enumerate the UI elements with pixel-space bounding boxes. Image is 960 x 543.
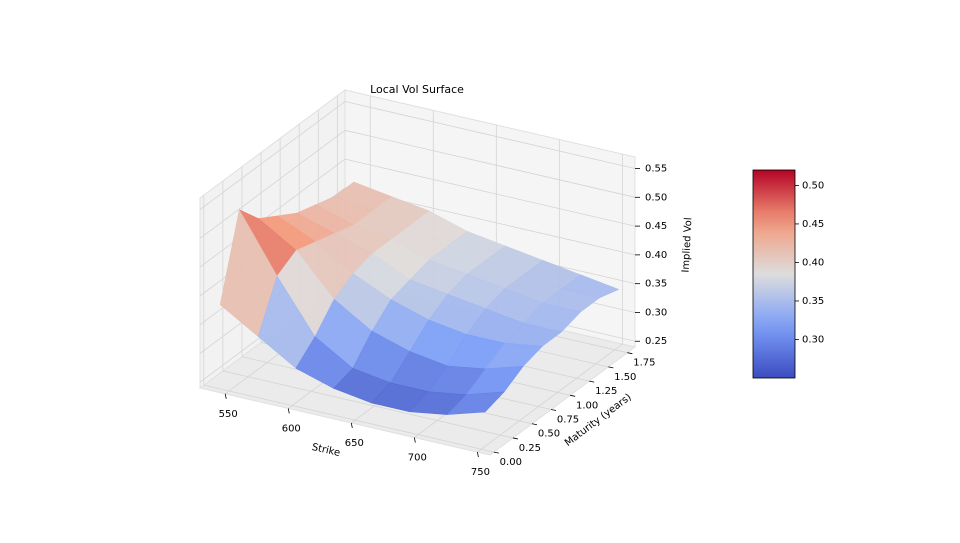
tick-mark (531, 423, 538, 426)
tick-mark (589, 380, 595, 383)
grid-line (199, 158, 346, 268)
y-tick-label: 0.00 (500, 457, 522, 468)
tick-mark (570, 394, 576, 397)
z-tick-label: 0.30 (645, 307, 667, 318)
z-tick-label: 0.25 (645, 336, 667, 347)
grid-line (344, 101, 636, 169)
y-tick-label: 1.25 (595, 386, 617, 397)
z-tick-label: 0.50 (645, 192, 667, 203)
tick-mark (224, 393, 227, 399)
colorbar-tick-label: 0.30 (802, 334, 824, 345)
grid-line (199, 129, 346, 239)
colorbar-tick-label: 0.35 (802, 296, 824, 307)
y-tick-label: 1.75 (633, 358, 655, 369)
tick-mark (550, 409, 557, 411)
tick-mark (476, 452, 479, 458)
x-tick-label: 550 (219, 409, 238, 420)
surface-patch (446, 391, 505, 415)
z-tick-label: 0.55 (645, 164, 667, 175)
colorbar-tick-label: 0.50 (802, 180, 824, 191)
z-tick-label: 0.45 (645, 221, 667, 232)
colorbar-tick-label: 0.40 (802, 257, 824, 268)
tick-mark (413, 437, 416, 443)
tick-mark (493, 451, 499, 454)
x-tick-label: 650 (345, 438, 364, 449)
x-tick-label: 700 (408, 453, 427, 464)
x-tick-label: 750 (471, 467, 490, 478)
grid-line (203, 384, 494, 453)
grid-line (199, 101, 346, 210)
z-tick-label: 0.40 (645, 250, 667, 261)
x-tick-label: 600 (282, 423, 301, 434)
tick-mark (627, 352, 633, 355)
colorbar-tick-label: 0.45 (802, 219, 824, 230)
y-tick-label: 0.75 (557, 415, 579, 426)
y-tick-label: 0.25 (519, 443, 541, 454)
y-tick-label: 1.50 (614, 372, 636, 383)
grid-line (477, 343, 623, 453)
z-tick-label: 0.35 (645, 279, 667, 290)
grid-line (344, 129, 636, 198)
tick-mark (287, 408, 290, 414)
grid-line (344, 158, 636, 227)
z-axis-label: Implied Vol (681, 217, 695, 273)
tick-mark (512, 437, 518, 440)
colorbar (752, 169, 796, 379)
y-tick-label: 1.00 (576, 400, 598, 411)
y-tick-label: 0.50 (538, 429, 560, 440)
grid-line (222, 370, 513, 439)
tick-mark (608, 366, 614, 369)
x-axis-label: Strike (311, 442, 341, 459)
chart-title: Local Vol Surface (370, 83, 464, 96)
tick-mark (350, 422, 353, 429)
